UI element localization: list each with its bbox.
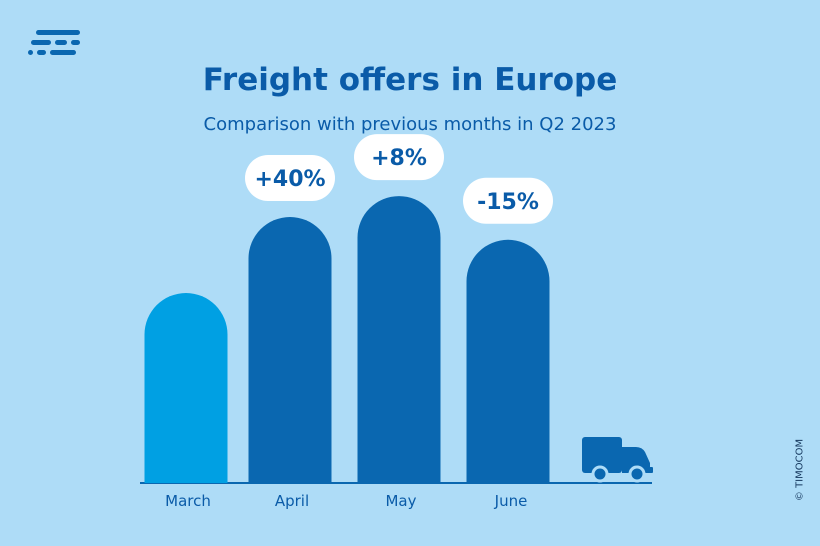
change-pill-background (354, 134, 444, 181)
change-label-april: +40% (254, 167, 325, 192)
timocom-logo-icon (28, 30, 80, 55)
chart-title: Freight offers in Europe (202, 62, 618, 98)
change-pill-april: +40% (245, 155, 335, 201)
change-pill-background (463, 177, 553, 224)
change-pill-june: -15% (463, 177, 553, 224)
chart-subtitle: Comparison with previous months in Q2 20… (203, 114, 617, 135)
change-label-may: +8% (371, 146, 427, 171)
copyright-text: © TIMOCOM (794, 438, 806, 502)
x-tick-label-june: June (494, 492, 528, 510)
change-label-june: -15% (477, 190, 539, 215)
bar-may (357, 196, 441, 483)
x-tick-labels-group: March April May June (165, 492, 527, 510)
x-tick-label-april: April (275, 492, 309, 510)
change-pill-background (245, 155, 335, 201)
bar-march (144, 293, 228, 483)
bar-june (466, 239, 550, 483)
x-tick-label-may: May (385, 492, 416, 510)
change-labels-group: +40% +8% -15% (245, 134, 553, 224)
bars-group (144, 196, 550, 484)
x-tick-label-march: March (165, 492, 211, 510)
change-pill-may: +8% (354, 134, 444, 181)
truck-icon (582, 437, 653, 483)
bar-april (248, 217, 332, 484)
